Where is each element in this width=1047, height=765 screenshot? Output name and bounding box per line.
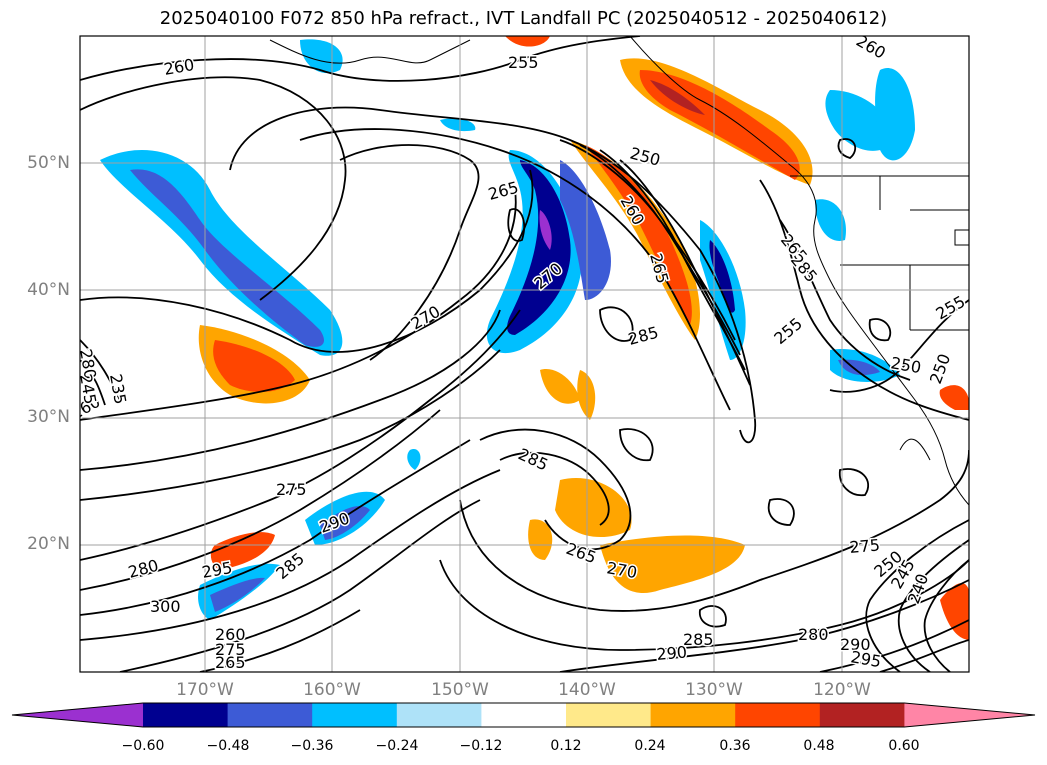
colorbar-segment (735, 703, 821, 727)
lon-label-150w: 150°W (431, 680, 489, 700)
contour-label: 270 (605, 558, 638, 582)
contour-label: 295 (849, 647, 882, 671)
contour-label: 275 (276, 480, 307, 499)
contour-label: 285 (515, 444, 551, 474)
contour-label: 250 (926, 351, 954, 386)
colorbar-segment (566, 703, 652, 727)
contour-label: 260 (162, 55, 195, 79)
colorbar-label: 0.24 (634, 738, 666, 754)
contour-label: 280 (76, 347, 100, 380)
contour-label: 300 (150, 597, 181, 616)
colorbar-segment (481, 703, 567, 727)
contour-label: 255 (933, 292, 969, 324)
colorbar-outline (11, 702, 1036, 728)
contour-label: 275 (215, 640, 246, 659)
colorbar-label: −0.60 (121, 738, 165, 754)
contour-label: 235 (106, 372, 130, 405)
contour-label: 280 (798, 625, 829, 644)
contour-label: 250 (628, 144, 662, 170)
lon-label-140w: 140°W (558, 680, 616, 700)
colorbar-label: 0.36 (719, 738, 751, 754)
colorbar-segment (819, 703, 905, 727)
contour-label: 285 (272, 549, 308, 583)
colorbar-extend-right (904, 703, 1035, 727)
contour-label: 270 (408, 302, 444, 334)
contour-label: 255 (508, 53, 539, 72)
contour-label: 290 (656, 642, 688, 664)
coastlines (269, 36, 969, 506)
colorbar-label: −0.12 (459, 738, 503, 754)
colorbar-segment (143, 703, 229, 727)
colorbar-segment (650, 703, 736, 727)
contour-label: 280 (126, 556, 160, 582)
lon-label-130w: 130°W (685, 680, 743, 700)
colorbar-label: 0.48 (803, 738, 835, 754)
colorbar-segment (227, 703, 313, 727)
contour-label: 285 (626, 323, 660, 349)
contour-label: 290 (840, 635, 871, 654)
contour-label: 265 (215, 653, 246, 672)
colorbar-segment (396, 703, 482, 727)
lat-label-50n: 50°N (27, 153, 70, 173)
contour-label: 255 (770, 314, 806, 348)
colorbar-extend-left (12, 703, 143, 727)
lat-label-30n: 30°N (27, 407, 70, 427)
lat-label-20n: 20°N (27, 534, 70, 554)
lon-label-170w: 170°W (176, 680, 234, 700)
colorbar-segment (312, 703, 398, 727)
colorbar-label: −0.36 (290, 738, 334, 754)
contour-label: 265 (564, 539, 599, 567)
colorbar-label: −0.48 (206, 738, 250, 754)
map-grid (80, 36, 969, 672)
contour-label: 260 (215, 625, 246, 644)
lon-label-160w: 160°W (303, 680, 361, 700)
contour-lines (80, 36, 969, 672)
colorbar-label: −0.24 (375, 738, 419, 754)
lat-label-40n: 40°N (27, 280, 70, 300)
plot-frame (79, 35, 970, 673)
contour-label: 285 (683, 630, 714, 649)
contour-label: 245 (76, 372, 100, 405)
lon-label-120w: 120°W (813, 680, 871, 700)
colorbar (11, 702, 1036, 728)
colorbar-label: 0.12 (550, 738, 582, 754)
colorbar-label: 0.60 (888, 738, 920, 754)
map-title: 2025040100 F072 850 hPa refract., IVT La… (159, 8, 888, 29)
contour-label: 275 (849, 535, 881, 557)
